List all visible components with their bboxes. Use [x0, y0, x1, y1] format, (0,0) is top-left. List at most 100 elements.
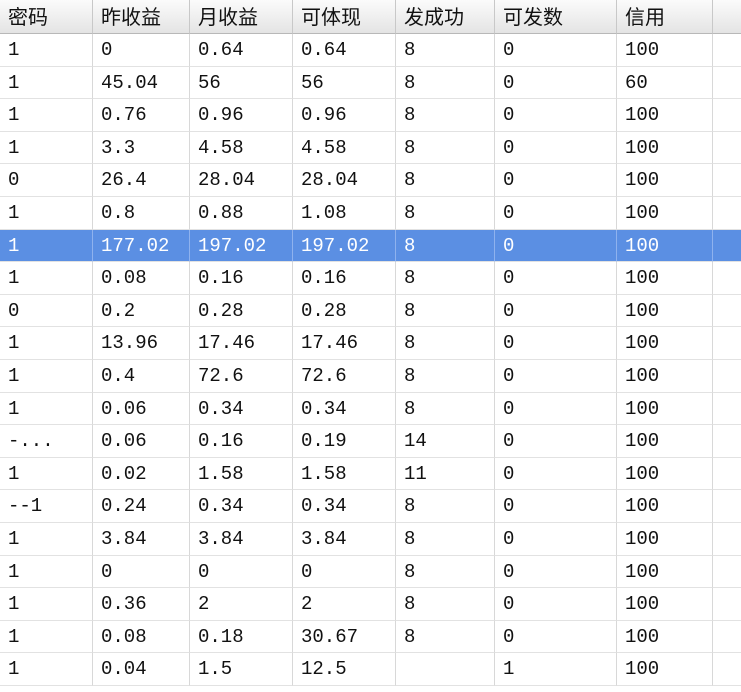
table-cell[interactable]: 11	[396, 457, 495, 491]
table-cell[interactable]: 100	[617, 131, 713, 165]
table-cell[interactable]: 8	[396, 360, 495, 393]
table-cell[interactable]: 2	[293, 588, 396, 621]
table-cell[interactable]: 1	[0, 360, 93, 393]
column-header[interactable]: 信用	[617, 0, 713, 34]
table-cell[interactable]: 8	[396, 555, 495, 589]
table-cell[interactable]: 0.88	[190, 197, 293, 230]
table-cell[interactable]: 0	[495, 262, 617, 295]
table-cell[interactable]: 8	[396, 229, 495, 263]
table-cell[interactable]: 0.16	[190, 425, 293, 458]
table-cell[interactable]: 4.58	[190, 131, 293, 165]
table-cell[interactable]: 0	[495, 555, 617, 589]
table-cell[interactable]: 0	[495, 457, 617, 491]
table-cell[interactable]: 1	[0, 66, 93, 100]
table-cell[interactable]: 0	[495, 294, 617, 328]
table-cell[interactable]: 0	[495, 327, 617, 360]
table-cell[interactable]: 0.34	[190, 392, 293, 426]
table-cell[interactable]: 3.84	[293, 523, 396, 556]
table-cell[interactable]: 8	[396, 588, 495, 621]
table-cell[interactable]: 1	[0, 327, 93, 360]
table-cell[interactable]: 100	[617, 490, 713, 523]
table-cell[interactable]: 0	[495, 99, 617, 132]
table-cell[interactable]: 45.04	[93, 66, 190, 100]
table-cell[interactable]: 0	[495, 523, 617, 556]
table-cell[interactable]	[713, 588, 741, 621]
table-cell[interactable]: 0.34	[293, 490, 396, 523]
table-cell[interactable]: 28.04	[293, 164, 396, 197]
table-cell[interactable]	[713, 132, 741, 165]
table-cell[interactable]: 28.04	[190, 164, 293, 197]
table-cell[interactable]: 8	[396, 34, 495, 67]
table-cell[interactable]: 0.2	[93, 294, 190, 328]
table-cell[interactable]: 3.84	[190, 523, 293, 556]
table-cell[interactable]: 100	[617, 327, 713, 360]
table-cell[interactable]: 0.76	[93, 99, 190, 132]
table-cell[interactable]: 1	[0, 653, 93, 686]
table-cell[interactable]	[713, 229, 741, 263]
column-header[interactable]: 可体现	[293, 0, 396, 34]
table-cell[interactable]: 17.46	[190, 327, 293, 360]
column-header[interactable]: 月收益	[190, 0, 293, 34]
table-cell[interactable]: 100	[617, 262, 713, 295]
table-cell[interactable]: 1	[0, 620, 93, 654]
table-cell[interactable]: 0.28	[190, 294, 293, 328]
table-cell[interactable]: 100	[617, 360, 713, 393]
table-cell[interactable]: 0.16	[190, 262, 293, 295]
table-cell[interactable]: 8	[396, 262, 495, 295]
table-cell[interactable]: 197.02	[293, 229, 396, 263]
table-cell[interactable]: 100	[617, 425, 713, 458]
table-cell[interactable]	[713, 393, 741, 426]
table-cell[interactable]: 100	[617, 457, 713, 491]
table-cell[interactable]: 100	[617, 294, 713, 328]
table-cell[interactable]: 1.58	[293, 457, 396, 491]
table-cell[interactable]	[713, 164, 741, 197]
table-cell[interactable]	[713, 197, 741, 230]
table-cell[interactable]: 0	[0, 164, 93, 197]
table-cell[interactable]: 0.04	[93, 653, 190, 686]
table-cell[interactable]: 4.58	[293, 131, 396, 165]
table-cell[interactable]: 0	[495, 197, 617, 230]
column-header[interactable]: 可发数	[495, 0, 617, 34]
table-cell[interactable]: 0	[495, 360, 617, 393]
table-cell[interactable]: 0	[495, 425, 617, 458]
table-cell[interactable]: 100	[617, 34, 713, 67]
table-cell[interactable]: 8	[396, 294, 495, 328]
table-cell[interactable]: 1	[0, 99, 93, 132]
table-cell[interactable]: 0.96	[190, 99, 293, 132]
table-cell[interactable]	[713, 490, 741, 523]
table-cell[interactable]: 8	[396, 327, 495, 360]
table-cell[interactable]: 1	[0, 523, 93, 556]
table-cell[interactable]: 8	[396, 131, 495, 165]
table-cell[interactable]: 100	[617, 653, 713, 686]
table-cell[interactable]: 197.02	[190, 229, 293, 263]
table-cell[interactable]: 3.3	[93, 131, 190, 165]
table-cell[interactable]: 8	[396, 197, 495, 230]
table-cell[interactable]	[713, 67, 741, 100]
table-cell[interactable]: 8	[396, 523, 495, 556]
table-cell[interactable]	[713, 360, 741, 393]
table-cell[interactable]: 0.34	[190, 490, 293, 523]
table-cell[interactable]: 0.24	[93, 490, 190, 523]
table-cell[interactable]: -...	[0, 425, 93, 458]
table-cell[interactable]: 1	[0, 555, 93, 589]
table-cell[interactable]: 1	[0, 392, 93, 426]
table-cell[interactable]: 17.46	[293, 327, 396, 360]
table-cell[interactable]: 1.08	[293, 197, 396, 230]
table-cell[interactable]: 100	[617, 164, 713, 197]
table-cell[interactable]: 177.02	[93, 229, 190, 263]
table-cell[interactable]: 0.64	[293, 34, 396, 67]
column-header[interactable]: 昨收益	[93, 0, 190, 34]
table-cell[interactable]: 0	[495, 164, 617, 197]
table-cell[interactable]: 0	[495, 229, 617, 263]
table-cell[interactable]: 0.64	[190, 34, 293, 67]
table-cell[interactable]: 0	[495, 131, 617, 165]
table-cell[interactable]: 0	[495, 620, 617, 654]
column-header[interactable]: 发成功	[396, 0, 495, 34]
table-cell[interactable]: 1.5	[190, 653, 293, 686]
table-cell[interactable]: 0.28	[293, 294, 396, 328]
table-cell[interactable]: 100	[617, 523, 713, 556]
table-cell[interactable]: 3.84	[93, 523, 190, 556]
table-cell[interactable]: 100	[617, 392, 713, 426]
table-cell[interactable]: 0.02	[93, 457, 190, 491]
table-cell[interactable]: 2	[190, 588, 293, 621]
